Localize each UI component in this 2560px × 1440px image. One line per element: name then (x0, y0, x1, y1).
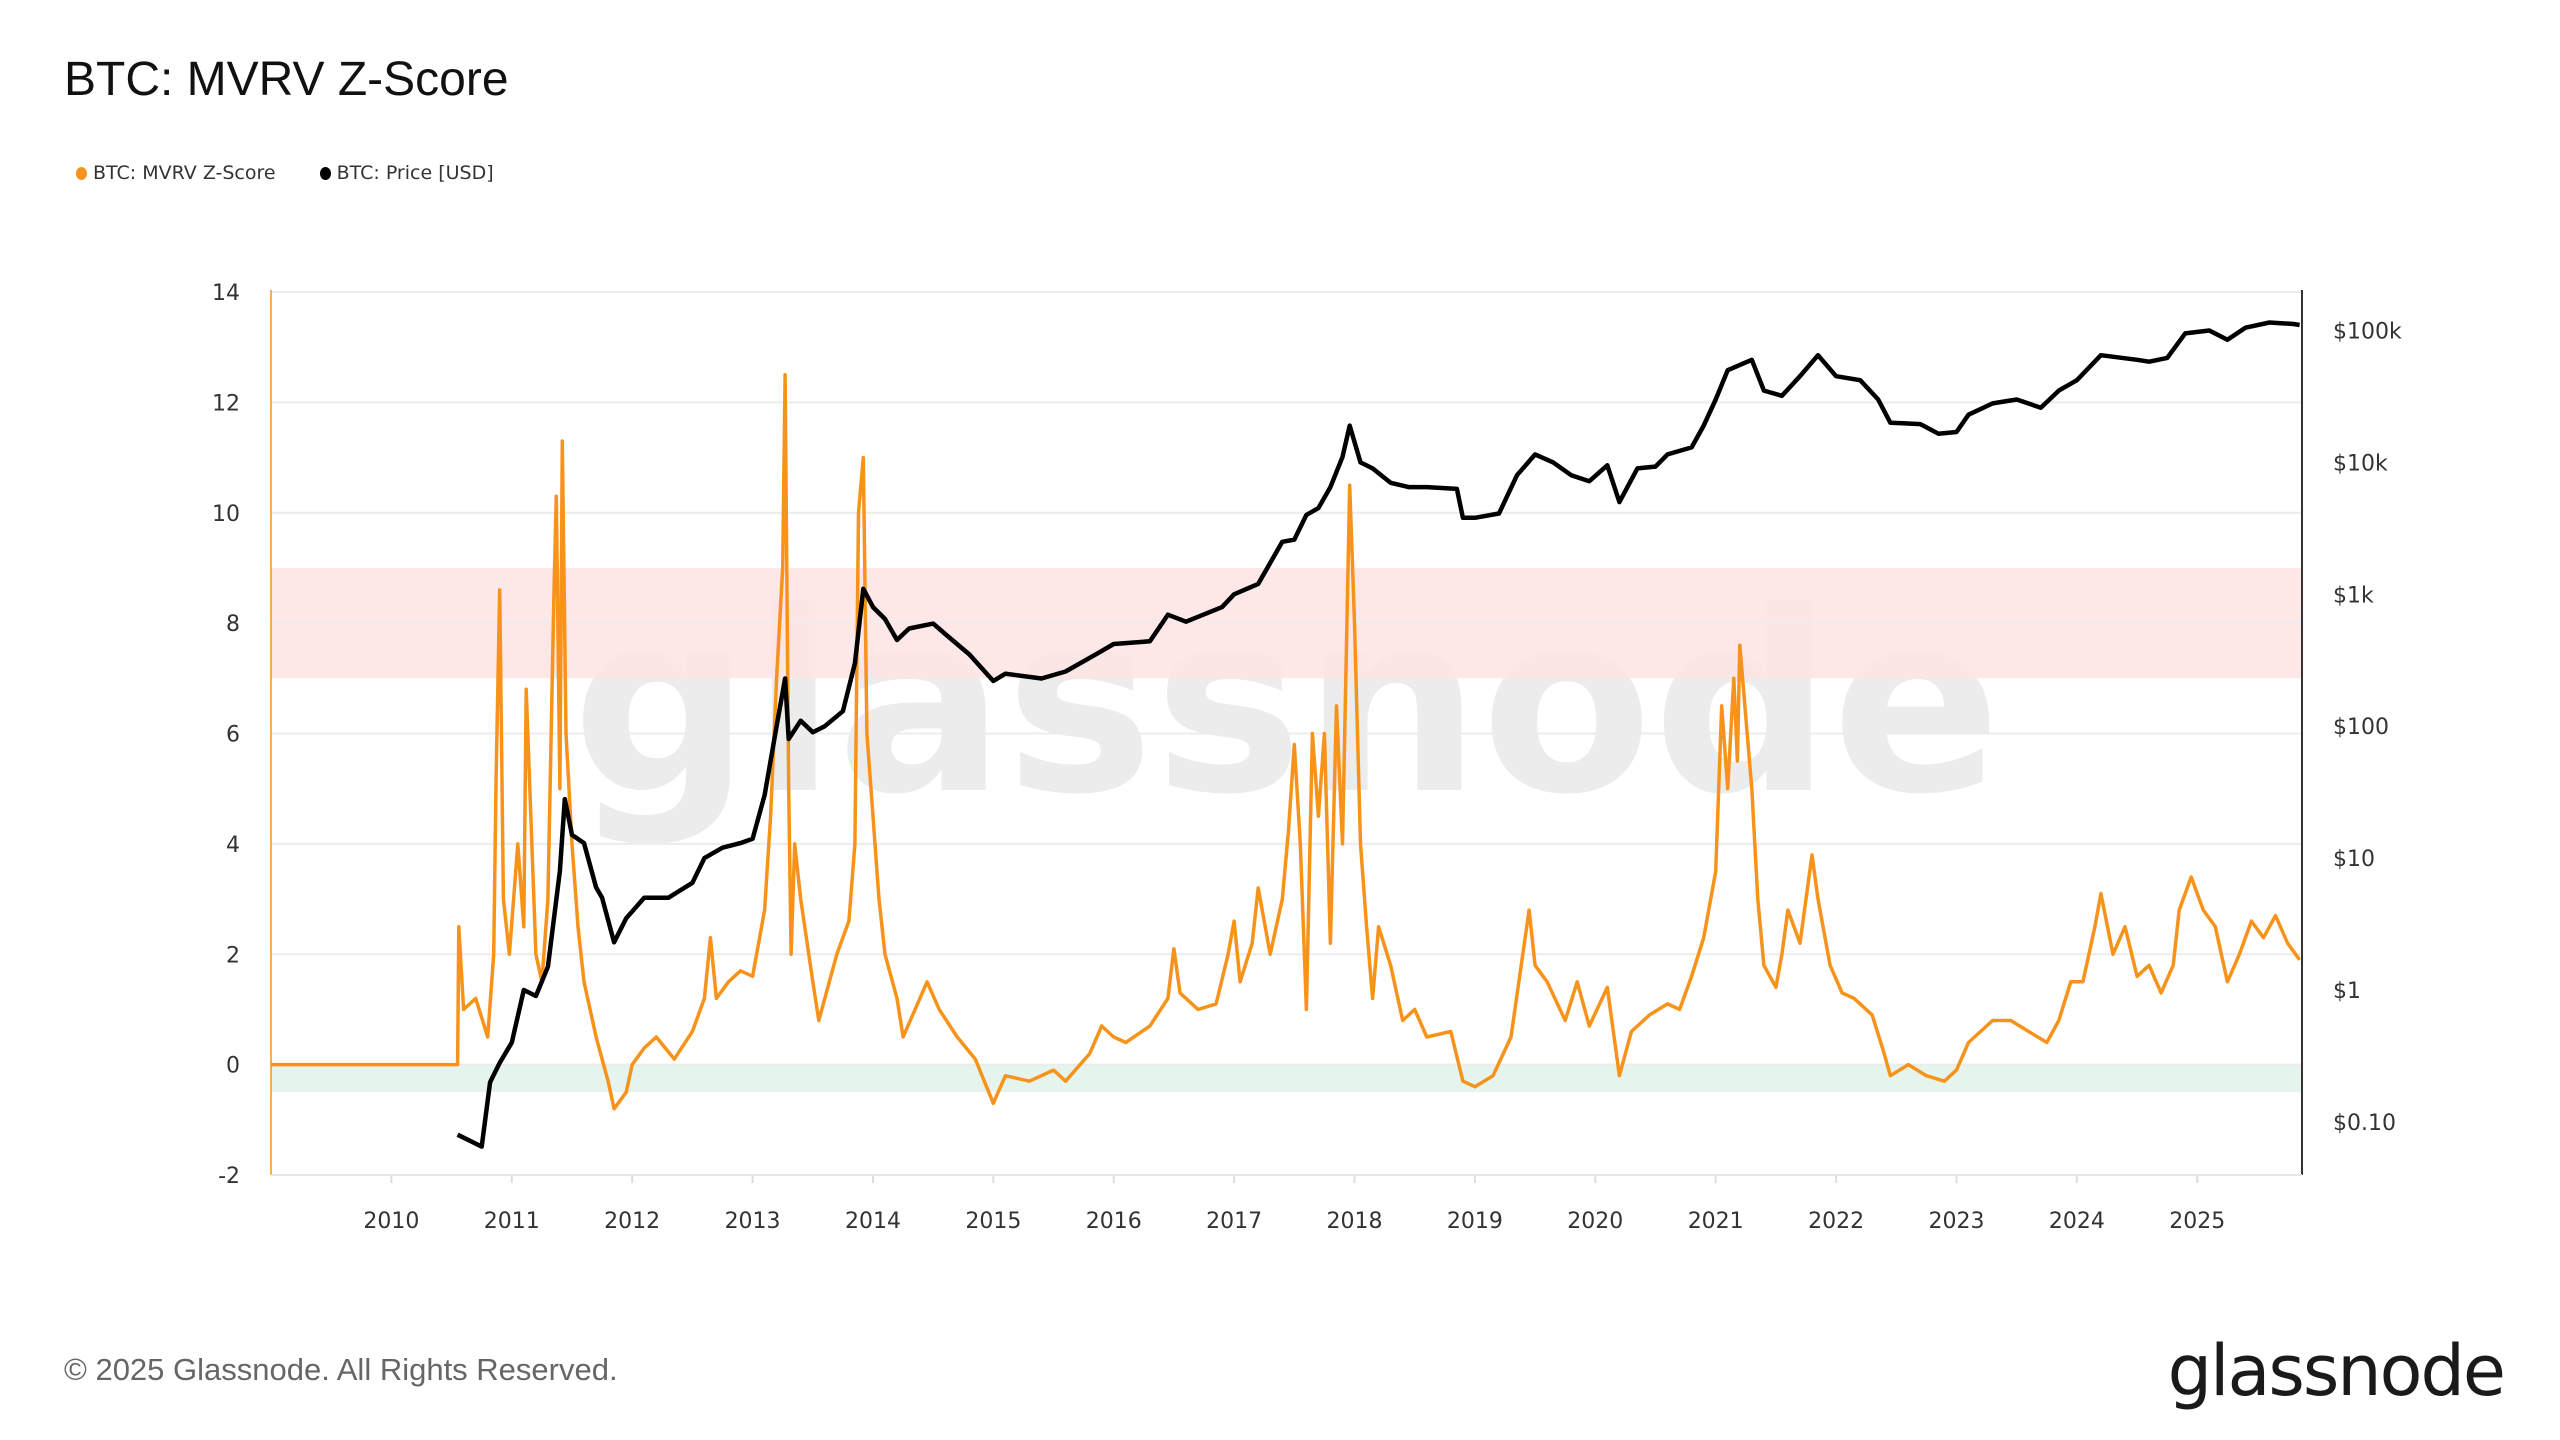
y-right-tick-label: $10k (2333, 451, 2388, 476)
x-tick-label: 2017 (1206, 1209, 1262, 1234)
x-tick-label: 2011 (484, 1209, 540, 1234)
y-left-tick-label: 8 (226, 612, 240, 637)
y-right-tick-label: $1 (2333, 979, 2361, 1004)
x-tick-label: 2014 (845, 1209, 901, 1234)
y-right-tick-label: $100k (2333, 320, 2402, 345)
x-tick-label: 2023 (1928, 1209, 1984, 1234)
x-tick-label: 2010 (363, 1209, 419, 1234)
x-tick-label: 2020 (1567, 1209, 1623, 1234)
glassnode-logo[interactable]: glassnode (2167, 1330, 2506, 1412)
y-left-tick-label: 10 (212, 502, 240, 527)
x-tick-label: 2015 (965, 1209, 1021, 1234)
y-left-tick-label: 14 (212, 281, 240, 306)
x-tick-label: 2024 (2049, 1209, 2105, 1234)
y-right-tick-label: $1k (2333, 583, 2374, 608)
legend-label-zscore: BTC: MVRV Z-Score (93, 162, 276, 184)
chart-title: BTC: MVRV Z-Score (64, 53, 509, 106)
y-right-tick-label: $0.10 (2333, 1111, 2396, 1136)
x-tick-label: 2013 (725, 1209, 781, 1234)
legend-item-price[interactable]: BTC: Price [USD] (319, 162, 494, 184)
legend-dot-price (319, 166, 331, 180)
x-tick-label: 2012 (604, 1209, 660, 1234)
band-1 (271, 1064, 2302, 1093)
y-left-tick-label: 4 (226, 833, 240, 858)
legend-label-price: BTC: Price [USD] (336, 162, 494, 184)
legend-item-zscore[interactable]: BTC: MVRV Z-Score (76, 162, 276, 184)
y-left-tick-label: 0 (226, 1054, 240, 1079)
y-left-tick-label: 12 (212, 391, 240, 416)
zscore-line (271, 373, 2302, 1111)
y-left-tick-label: -2 (218, 1164, 240, 1189)
legend: BTC: MVRV Z-Score BTC: Price [USD] (76, 162, 494, 184)
y-left-tick-label: 2 (226, 943, 240, 968)
x-tick-label: 2025 (2169, 1209, 2225, 1234)
x-tick-label: 2016 (1086, 1209, 1142, 1234)
x-tick-label: 2019 (1447, 1209, 1503, 1234)
legend-dot-zscore (76, 166, 87, 180)
y-right-tick-label: $10 (2333, 847, 2375, 872)
y-left-tick-label: 6 (226, 723, 240, 748)
y-right-tick-label: $100 (2333, 715, 2389, 740)
x-tick-label: 2022 (1808, 1209, 1864, 1234)
copyright-footer: © 2025 Glassnode. All Rights Reserved. (64, 1352, 618, 1387)
x-tick-label: 2021 (1688, 1209, 1744, 1234)
x-tick-label: 2018 (1327, 1209, 1383, 1234)
price-line (456, 320, 2300, 1149)
